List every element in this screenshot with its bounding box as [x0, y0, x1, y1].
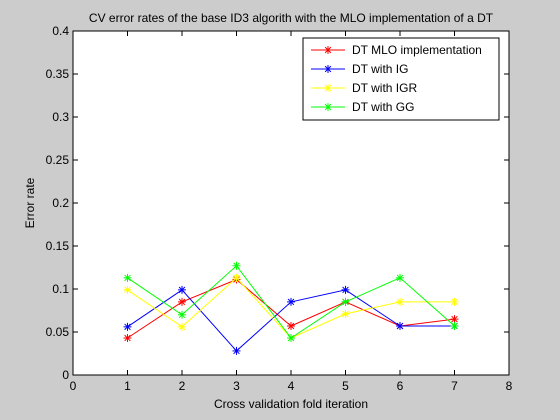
legend-label: DT MLO implementation: [352, 43, 482, 57]
y-tick-label: 0.2: [52, 196, 69, 210]
y-tick-label: 0.15: [46, 239, 70, 253]
data-point-marker: [341, 285, 350, 294]
data-point-marker: [232, 346, 241, 355]
y-tick-label: 0: [62, 368, 69, 382]
data-point-marker: [450, 321, 459, 330]
data-point-marker: [123, 334, 132, 343]
chart-title: CV error rates of the base ID3 algorith …: [89, 11, 494, 25]
legend-label: DT with IGR: [352, 81, 417, 95]
y-tick-label: 0.05: [46, 325, 70, 339]
x-tick-label: 5: [342, 379, 349, 393]
legend-marker: [324, 65, 332, 73]
data-point-marker: [123, 285, 132, 294]
y-tick-label: 0.35: [46, 67, 70, 81]
x-tick-label: 7: [451, 379, 458, 393]
data-point-marker: [287, 334, 295, 343]
data-point-marker: [178, 297, 186, 306]
data-point-marker: [450, 297, 459, 306]
legend-marker: [324, 84, 332, 92]
y-tick-label: 0.25: [46, 153, 70, 167]
x-tick-label: 6: [397, 379, 404, 393]
x-tick-label: 8: [506, 379, 513, 393]
y-tick-label: 0.1: [52, 282, 69, 296]
legend-label: DT with GG: [352, 100, 414, 114]
data-point-marker: [178, 322, 186, 331]
legend-box: [302, 37, 500, 121]
data-point-marker: [450, 315, 459, 324]
data-point-marker: [341, 309, 350, 318]
data-point-marker: [341, 297, 350, 306]
data-point-marker: [396, 297, 404, 306]
data-point-marker: [232, 261, 241, 270]
data-point-marker: [232, 273, 241, 282]
data-point-marker: [123, 273, 132, 282]
y-tick-label: 0.3: [52, 110, 69, 124]
x-tick-label: 0: [70, 379, 77, 393]
legend-marker: [324, 103, 332, 111]
data-point-marker: [178, 310, 186, 319]
legend-label: DT with IG: [352, 62, 408, 76]
data-point-marker: [287, 321, 295, 330]
data-point-marker: [178, 285, 186, 294]
x-tick-label: 4: [288, 379, 295, 393]
data-point-marker: [287, 297, 295, 306]
data-point-marker: [396, 321, 404, 330]
legend: DT MLO implementation DT with IG DT with I…: [302, 37, 500, 121]
y-axis-label: Error rate: [23, 177, 37, 228]
y-tick-label: 0.4: [52, 24, 69, 38]
data-point-marker: [123, 322, 132, 331]
axis-ticks: 0 1 2 3 4 5 6 7 8 0 0.05 0.1 0.15 0.2 0.25 0.3 0.35 0.4: [46, 24, 513, 393]
x-tick-label: 1: [124, 379, 131, 393]
x-axis-label: Cross validation fold iteration: [214, 397, 368, 411]
x-tick-label: 2: [179, 379, 186, 393]
series-lines: [123, 261, 459, 355]
x-tick-label: 3: [233, 379, 240, 393]
data-point-marker: [396, 273, 404, 282]
legend-marker: [324, 46, 332, 54]
